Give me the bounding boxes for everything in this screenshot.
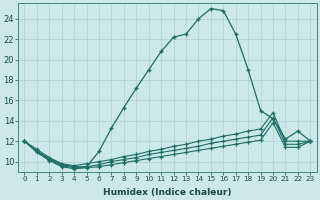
X-axis label: Humidex (Indice chaleur): Humidex (Indice chaleur) bbox=[103, 188, 232, 197]
